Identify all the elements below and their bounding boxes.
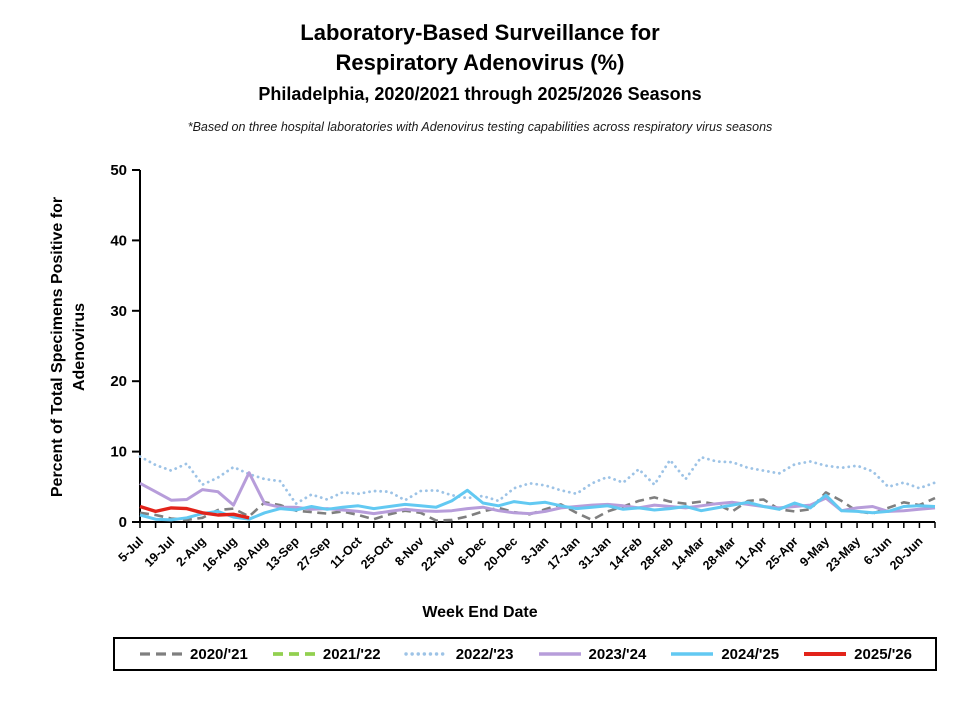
x-tick-label: 28-Feb bbox=[638, 534, 677, 573]
legend-label-season-2023-24: 2023/'24 bbox=[588, 645, 647, 663]
legend-label-season-2025-26: 2025/'26 bbox=[854, 645, 912, 663]
legend-item-season-2020-21: 2020/'21 bbox=[138, 646, 248, 663]
x-tick-label: 25-Apr bbox=[763, 534, 801, 572]
x-tick-label: 14-Mar bbox=[669, 534, 707, 572]
x-axis-title: Week End Date bbox=[422, 604, 538, 621]
legend-swatch-season-2024-25 bbox=[671, 652, 714, 656]
x-tick-label: 11-Oct bbox=[327, 534, 365, 572]
series-line-season-2020-21 bbox=[139, 491, 936, 522]
legend-label-season-2022-23: 2022/'23 bbox=[455, 645, 514, 663]
series-line-season-2023-24 bbox=[139, 471, 936, 516]
legend-label-season-2021-22: 2021/'22 bbox=[322, 645, 381, 663]
chart-plot-area: 010203040505-Jul19-Jul2-Aug16-Aug30-Aug1… bbox=[110, 162, 937, 574]
legend-label-season-2020-21: 2020/'21 bbox=[190, 645, 248, 663]
y-tick-label: 50 bbox=[110, 162, 127, 179]
x-tick-label: 20-Dec bbox=[481, 534, 520, 573]
legend-label-season-2024-25: 2024/'25 bbox=[721, 645, 780, 663]
chart-title-line-1: Laboratory-Based Surveillance for bbox=[300, 20, 660, 45]
y-tick-label: 40 bbox=[110, 232, 127, 249]
legend-item-season-2022-23: 2022/'23 bbox=[403, 645, 514, 663]
x-tick-label: 25-Oct bbox=[358, 534, 396, 572]
legend-swatch-season-2021-22 bbox=[272, 652, 315, 656]
x-tick-label: 23-May bbox=[823, 534, 863, 574]
x-tick-label: 31-Jan bbox=[576, 534, 614, 572]
legend-swatch-season-2022-23 bbox=[403, 652, 450, 656]
y-axis-title-line-2: Adenovirus bbox=[71, 303, 88, 392]
chart-footnote: *Based on three hospital laboratories wi… bbox=[187, 120, 773, 134]
chart-title-line-2: Respiratory Adenovirus (%) bbox=[335, 50, 625, 75]
x-tick-label: 27-Sep bbox=[294, 534, 333, 573]
x-tick-label: 13-Sep bbox=[263, 534, 302, 573]
x-tick-label: 28-Mar bbox=[700, 534, 738, 572]
legend-item-season-2023-24: 2023/'24 bbox=[537, 645, 647, 663]
x-tick-label: 30-Aug bbox=[231, 534, 271, 574]
legend: 2020/'21 2021/'22 2022/'23 2023/'24 2024/'25… bbox=[113, 637, 937, 671]
y-tick-label: 30 bbox=[110, 303, 127, 320]
y-tick-label: 10 bbox=[110, 444, 127, 461]
x-tick-label: 20-Jun bbox=[887, 534, 925, 572]
series-line-season-2025-26 bbox=[139, 504, 250, 520]
x-tick-label: 19-Jul bbox=[142, 534, 177, 569]
y-axis-title-line-1: Percent of Total Specimens Positive for bbox=[49, 196, 66, 498]
x-tick-label: 14-Feb bbox=[607, 534, 646, 573]
legend-item-season-2024-25: 2024/'25 bbox=[669, 646, 779, 663]
legend-swatch-season-2025-26 bbox=[804, 652, 847, 656]
legend-swatch-season-2023-24 bbox=[538, 652, 581, 656]
x-tick-label: 22-Nov bbox=[419, 534, 458, 573]
x-tick-label: 11-Apr bbox=[732, 534, 770, 572]
series-line-season-2022-23 bbox=[138, 455, 937, 506]
y-tick-label: 0 bbox=[119, 514, 127, 531]
legend-swatch-season-2020-21 bbox=[140, 652, 183, 656]
y-axis-title: Percent of Total Specimens Positive for … bbox=[47, 137, 93, 557]
y-tick-label: 20 bbox=[110, 373, 127, 390]
legend-item-season-2025-26: 2025/'26 bbox=[802, 646, 912, 663]
series-line-season-2024-25 bbox=[139, 488, 936, 522]
legend-item-season-2021-22: 2021/'22 bbox=[271, 646, 381, 663]
chart-title-line-3: Philadelphia, 2020/2021 through 2025/202… bbox=[258, 84, 702, 104]
x-tick-label: 17-Jan bbox=[545, 534, 583, 572]
